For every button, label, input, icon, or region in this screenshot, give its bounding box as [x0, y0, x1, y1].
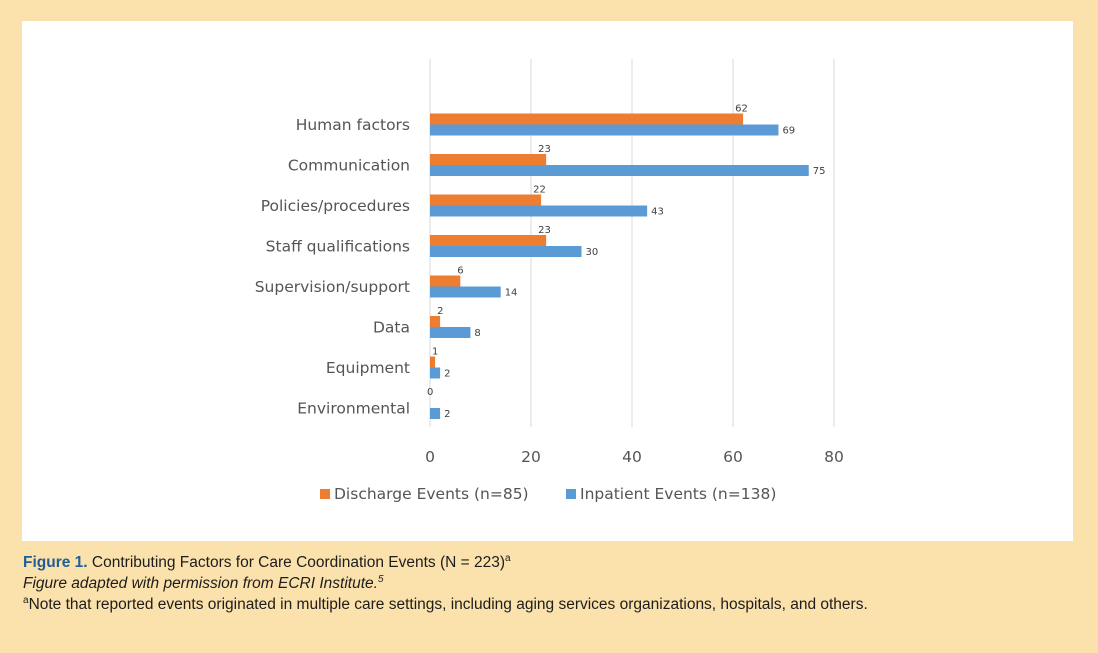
data-label: 2	[444, 409, 450, 420]
figure-source: Figure adapted with permission from ECRI…	[23, 575, 378, 592]
x-tick-label: 40	[622, 448, 642, 466]
data-label: 14	[505, 288, 518, 299]
data-label: 43	[651, 207, 664, 218]
bar-inpatient	[430, 367, 441, 379]
figure-note-sup: a	[23, 594, 29, 606]
data-label: 69	[782, 126, 795, 137]
figure-title-sup: a	[505, 552, 511, 564]
bar-inpatient	[430, 286, 501, 298]
figure-label: Figure 1.	[23, 554, 88, 571]
legend-label: Inpatient Events (n=138)	[580, 485, 776, 503]
category-label: Staff qualifications	[266, 238, 410, 256]
data-label: 62	[735, 104, 748, 115]
x-tick-label: 0	[425, 448, 435, 466]
bar-inpatient	[430, 408, 441, 419]
bar-discharge	[430, 356, 436, 368]
bar-discharge	[430, 113, 744, 125]
category-label: Equipment	[326, 359, 410, 377]
category-label: Communication	[288, 157, 410, 175]
caption-source-line: Figure adapted with permission from ECRI…	[23, 573, 1083, 594]
data-label: 1	[432, 347, 438, 358]
x-tick-label: 60	[723, 448, 743, 466]
figure-caption: Figure 1. Contributing Factors for Care …	[23, 552, 1083, 615]
data-label: 2	[444, 369, 450, 380]
caption-title-line: Figure 1. Contributing Factors for Care …	[23, 552, 1083, 573]
bar-discharge	[430, 316, 441, 327]
bar-discharge	[430, 235, 547, 246]
bar-inpatient	[430, 205, 648, 217]
x-tick-label: 20	[521, 448, 541, 466]
bar-inpatient	[430, 124, 779, 136]
data-label: 0	[427, 387, 433, 398]
category-label: Supervision/support	[255, 278, 410, 296]
data-label: 23	[538, 144, 551, 155]
bar-inpatient	[430, 246, 582, 257]
category-label: Human factors	[296, 116, 410, 134]
chart-panel: 0 20 40 60 80 Human factors 62 69 Communication 2…	[22, 21, 1073, 541]
legend-swatch	[320, 489, 330, 499]
category-label: Environmental	[297, 400, 410, 418]
bar-discharge	[430, 194, 542, 206]
bar-discharge	[430, 154, 547, 165]
data-label: 6	[457, 266, 463, 277]
caption-note-line: aNote that reported events originated in…	[23, 594, 1083, 615]
category-label: Policies/procedures	[261, 197, 410, 215]
bar-inpatient	[430, 165, 809, 176]
bar-discharge	[430, 275, 461, 287]
bar-inpatient	[430, 327, 471, 338]
figure-title: Contributing Factors for Care Coordinati…	[91, 554, 506, 571]
category-label: Data	[373, 319, 410, 337]
data-label: 75	[813, 166, 826, 177]
data-label: 8	[474, 328, 480, 339]
data-label: 30	[586, 247, 599, 258]
data-label: 22	[533, 185, 546, 196]
data-label: 23	[538, 225, 551, 236]
legend-label: Discharge Events (n=85)	[334, 485, 529, 503]
data-label: 2	[437, 306, 443, 317]
figure-source-sup: 5	[377, 573, 384, 585]
figure-note: Note that reported events originated in …	[28, 596, 868, 613]
legend-swatch	[566, 489, 576, 499]
x-tick-label: 80	[824, 448, 844, 466]
